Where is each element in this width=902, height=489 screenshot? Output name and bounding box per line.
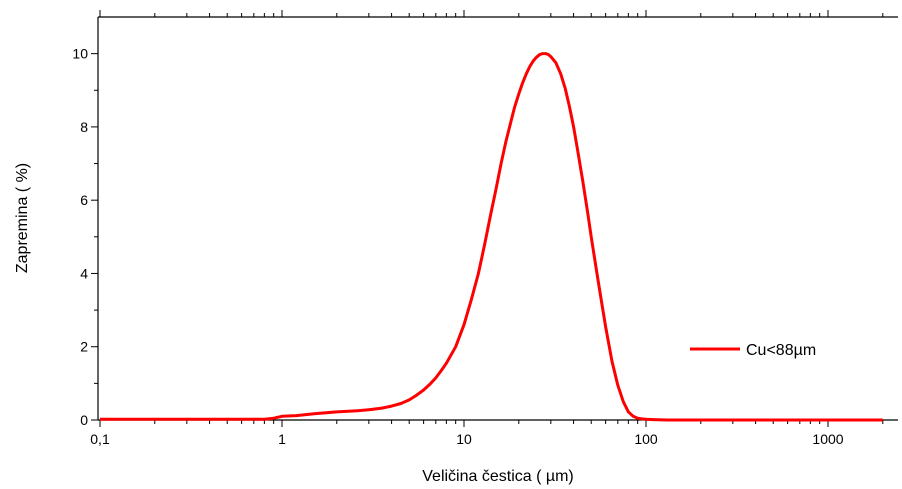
legend: Cu<88µm <box>690 342 816 359</box>
y-tick-label: 2 <box>80 339 88 355</box>
y-tick-label: 10 <box>72 46 88 62</box>
legend-label: Cu<88µm <box>746 342 816 359</box>
y-tick-label: 6 <box>80 192 88 208</box>
x-tick-label: 1000 <box>812 431 843 447</box>
plot-frame <box>97 16 898 421</box>
x-tick-label: 1 <box>278 431 286 447</box>
x-tick-label: 10 <box>456 431 472 447</box>
y-tick-label: 4 <box>80 265 88 281</box>
y-axis-ticks: 0 2 4 6 8 10 <box>72 46 98 428</box>
series-layer <box>100 52 883 422</box>
y-tick-label: 0 <box>80 412 88 428</box>
x-axis-ticks: 0,1 1 10 100 1000 <box>90 10 884 447</box>
x-tick-label: 0,1 <box>90 431 110 447</box>
y-axis-title: Zapremina ( %) <box>14 163 31 273</box>
y-tick-label: 8 <box>80 119 88 135</box>
x-tick-label: 100 <box>634 431 658 447</box>
series-line <box>100 52 883 422</box>
x-axis-title: Veličina čestica ( µm) <box>422 468 573 485</box>
